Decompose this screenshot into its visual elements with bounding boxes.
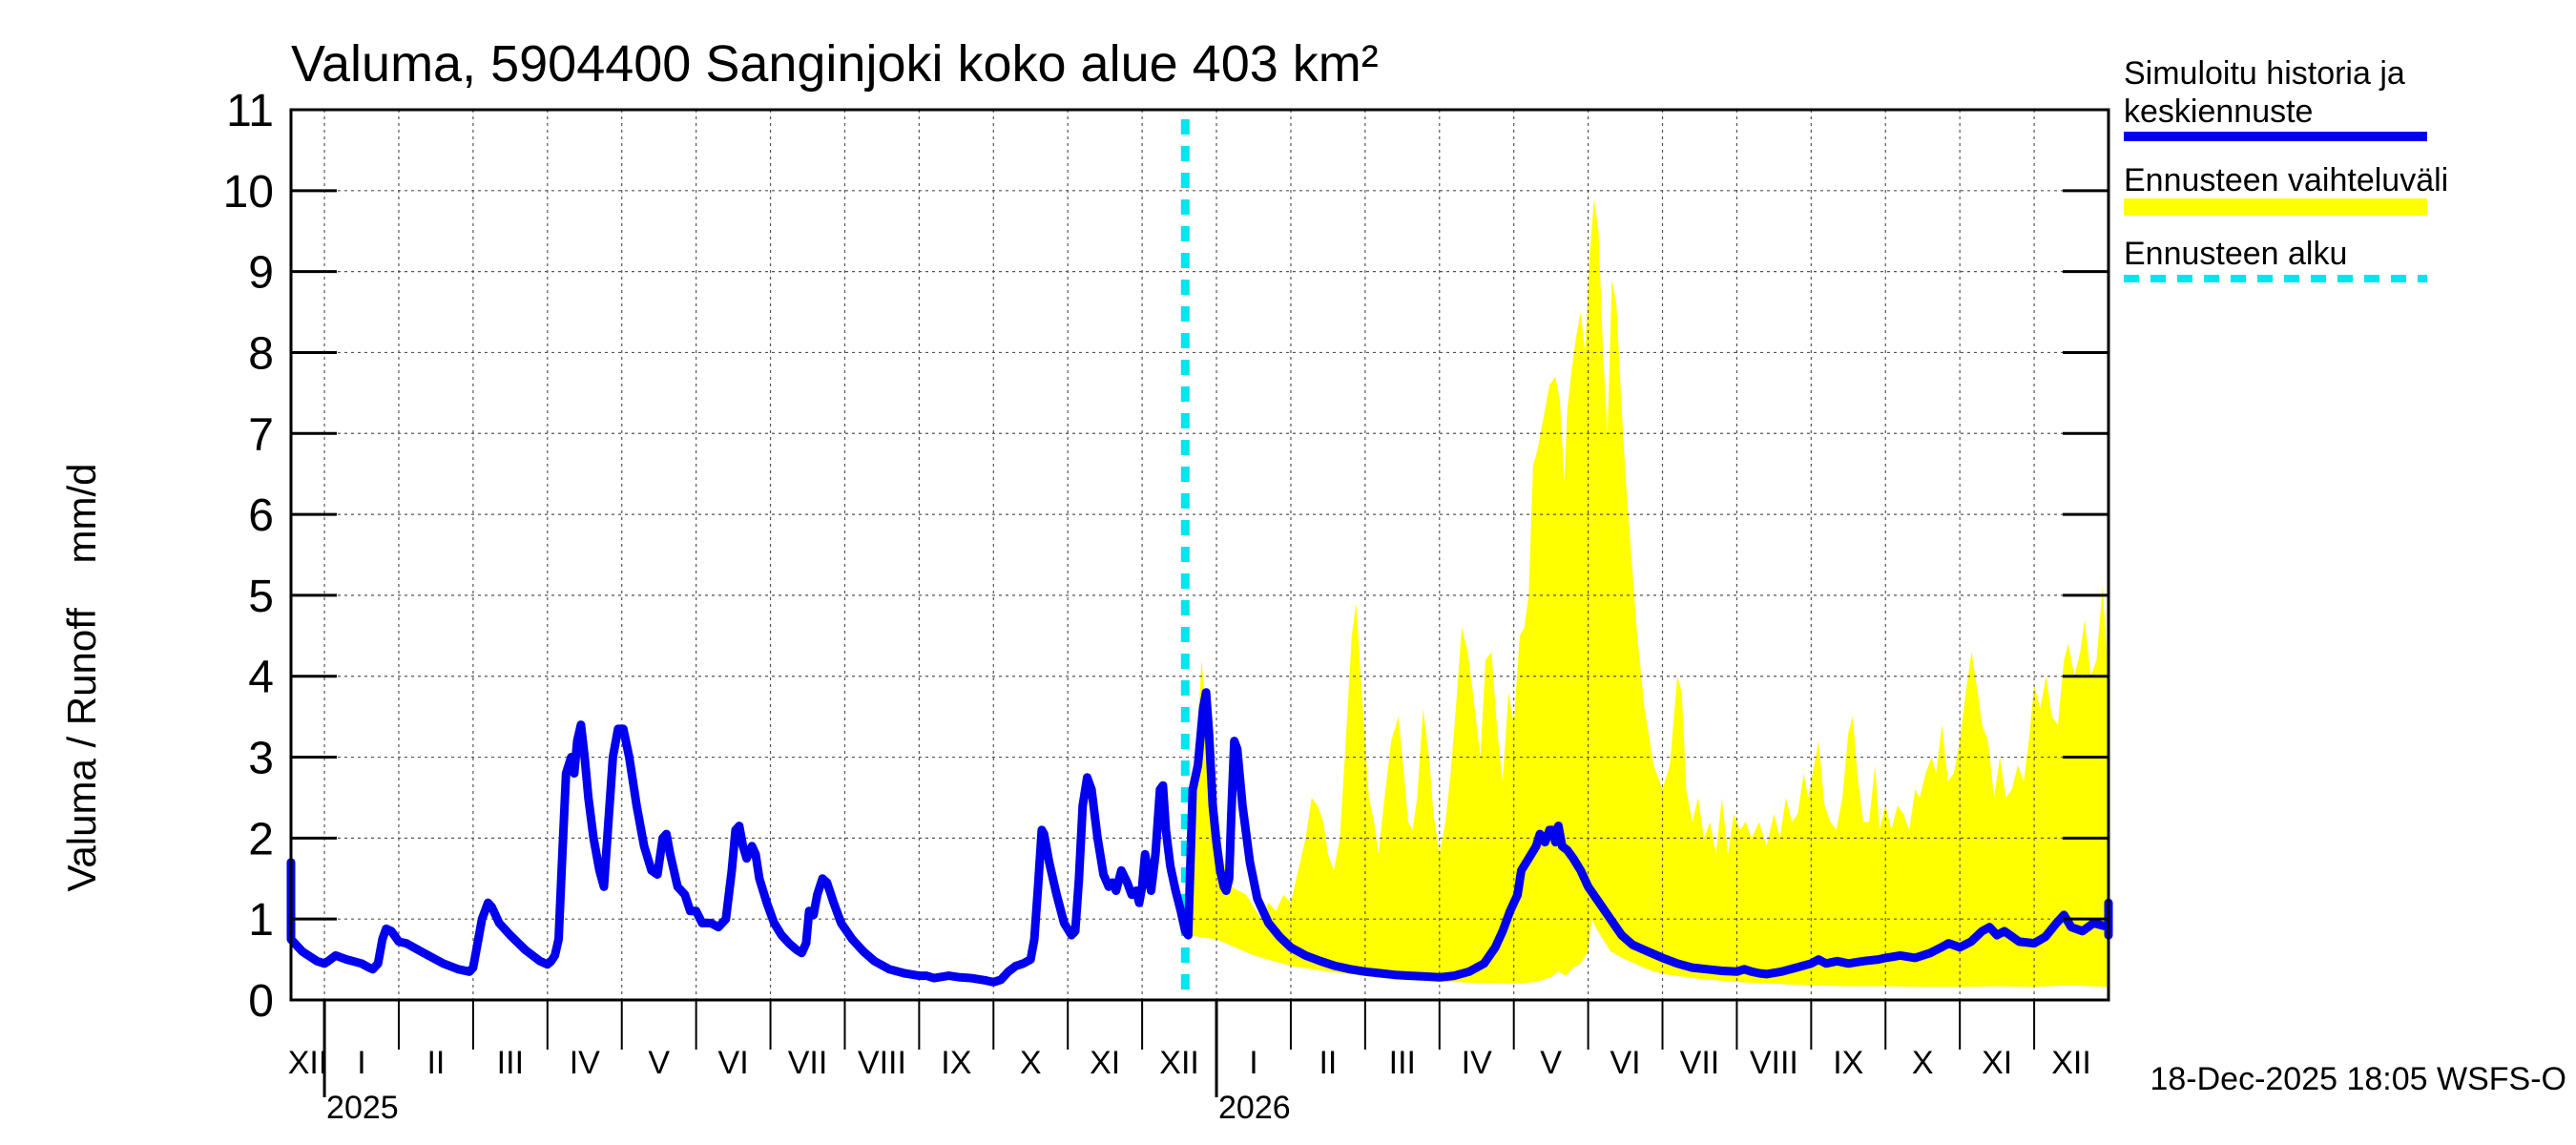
y-tick-label: 3 — [248, 734, 274, 784]
x-month-label: VIII — [858, 1045, 906, 1081]
forecast-range-band-layer — [1186, 198, 2109, 989]
x-month-label: IV — [570, 1045, 600, 1081]
footer-timestamp: 18-Dec-2025 18:05 WSFS-O — [2150, 1061, 2566, 1097]
y-tick-label: 9 — [248, 248, 274, 299]
x-month-label: VII — [1680, 1045, 1720, 1081]
legend-label-simulated-line2: keskiennuste — [2124, 94, 2313, 130]
grid-layer — [291, 110, 2109, 1000]
x-month-label: X — [1912, 1045, 1934, 1081]
y-tick-label: 5 — [248, 572, 274, 622]
legend-label-range: Ennusteen vaihteluväli — [2124, 162, 2448, 198]
x-year-label: 2026 — [1218, 1090, 1291, 1126]
y-tick-label: 6 — [248, 490, 274, 541]
plot-frame — [289, 108, 2110, 1002]
y-axis: 0 1 2 3 4 5 6 7 8 9 10 11 — [223, 86, 2109, 1027]
x-month-label: VI — [1610, 1045, 1640, 1081]
x-month-label: IX — [1833, 1045, 1863, 1081]
x-month-label: IV — [1462, 1045, 1492, 1081]
x-month-label: XII — [288, 1045, 328, 1081]
x-month-label: V — [1540, 1045, 1562, 1081]
x-month-label: IX — [941, 1045, 971, 1081]
x-month-label: VI — [718, 1045, 749, 1081]
y-axis-label: Valuma / Runoff mm/d — [59, 464, 104, 892]
x-month-label: II — [1319, 1045, 1337, 1081]
simulated-runoff-line — [286, 688, 2113, 987]
x-month-label: XI — [1090, 1045, 1120, 1081]
y-tick-label: 10 — [223, 167, 274, 218]
x-month-label: II — [426, 1045, 445, 1081]
legend-label-forecast-start: Ennusteen alku — [2124, 236, 2347, 272]
x-month-label: X — [1020, 1045, 1042, 1081]
x-month-label: III — [1389, 1045, 1416, 1081]
x-month-label: III — [497, 1045, 524, 1081]
x-month-label: XII — [1159, 1045, 1199, 1081]
x-year-label: 2025 — [326, 1090, 399, 1126]
legend-label-simulated-line1: Simuloitu historia ja — [2124, 55, 2405, 92]
chart-title: Valuma, 5904400 Sanginjoki koko alue 403… — [291, 35, 1379, 93]
y-tick-label: 8 — [248, 328, 274, 379]
x-month-label: I — [1249, 1045, 1257, 1081]
x-month-label: XII — [2051, 1045, 2091, 1081]
plot-area — [286, 108, 2113, 1002]
x-axis: XII I II III IV V VI VII VIII IX X XI XII I II III IV V VI… — [288, 1000, 2091, 1126]
y-tick-label: 2 — [248, 814, 274, 864]
x-month-label: I — [357, 1045, 365, 1081]
x-month-label: VII — [788, 1045, 828, 1081]
forecast-range-band — [1186, 198, 2109, 989]
y-tick-label: 11 — [226, 86, 274, 136]
x-month-label: VIII — [1750, 1045, 1798, 1081]
y-tick-label: 0 — [248, 976, 274, 1027]
y-tick-label: 4 — [248, 653, 274, 703]
legend: Simuloitu historia ja keskiennuste Ennus… — [2124, 55, 2448, 282]
x-month-label: V — [648, 1045, 670, 1081]
y-tick-label: 7 — [248, 409, 274, 460]
y-tick-label: 1 — [248, 895, 274, 946]
x-month-label: XI — [1982, 1045, 2012, 1081]
median-line-layer — [286, 688, 2113, 987]
